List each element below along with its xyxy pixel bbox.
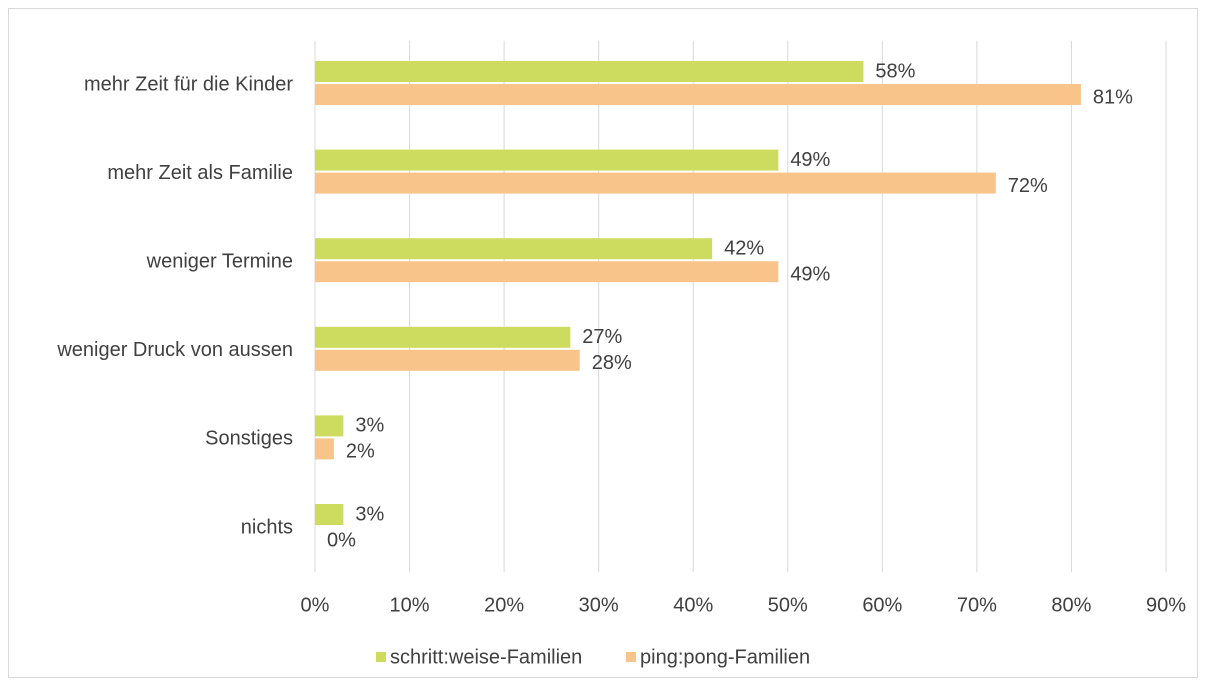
chart-border: [8, 8, 1198, 678]
legend-label: ping:pong-Familien: [640, 646, 810, 668]
y-tick-label: weniger Termine: [146, 250, 293, 272]
data-label: 49%: [790, 149, 830, 171]
bar: [315, 415, 344, 437]
bar: [315, 261, 779, 283]
y-tick-label: Sonstiges: [205, 428, 293, 450]
bar: [315, 504, 344, 525]
x-tick-label: 60%: [862, 594, 902, 616]
bar: [315, 149, 779, 171]
bar: [315, 326, 571, 348]
data-label: 72%: [1008, 175, 1048, 197]
x-tick-label: 80%: [1051, 594, 1091, 616]
y-tick-label: mehr Zeit für die Kinder: [84, 73, 293, 95]
legend-swatch: [626, 652, 636, 662]
bar: [315, 172, 996, 194]
data-label: 81%: [1093, 86, 1133, 108]
x-tick-label: 10%: [390, 594, 430, 616]
data-label: 28%: [592, 352, 632, 374]
data-label: 0%: [327, 529, 356, 551]
bar: [315, 438, 334, 460]
bar: [315, 238, 713, 260]
bar: [315, 349, 580, 371]
y-tick-label: weniger Druck von aussen: [56, 339, 293, 361]
x-tick-label: 70%: [957, 594, 997, 616]
data-label: 27%: [582, 326, 622, 348]
y-tick-label: mehr Zeit als Familie: [107, 162, 293, 184]
x-tick-label: 20%: [484, 594, 524, 616]
x-tick-label: 30%: [579, 594, 619, 616]
data-label: 3%: [355, 503, 384, 525]
x-tick-label: 90%: [1146, 594, 1186, 616]
data-label: 2%: [346, 441, 375, 463]
y-tick-label: nichts: [241, 516, 293, 538]
data-label: 42%: [724, 237, 764, 259]
x-tick-label: 50%: [768, 594, 808, 616]
bar: [315, 61, 864, 82]
data-label: 3%: [355, 415, 384, 437]
data-label: 49%: [790, 263, 830, 285]
legend-swatch: [376, 652, 386, 662]
data-label: 58%: [875, 60, 915, 82]
bar: [315, 84, 1081, 105]
legend-label: schritt:weise-Familien: [390, 646, 582, 668]
x-tick-label: 40%: [673, 594, 713, 616]
x-tick-label: 0%: [301, 594, 330, 616]
